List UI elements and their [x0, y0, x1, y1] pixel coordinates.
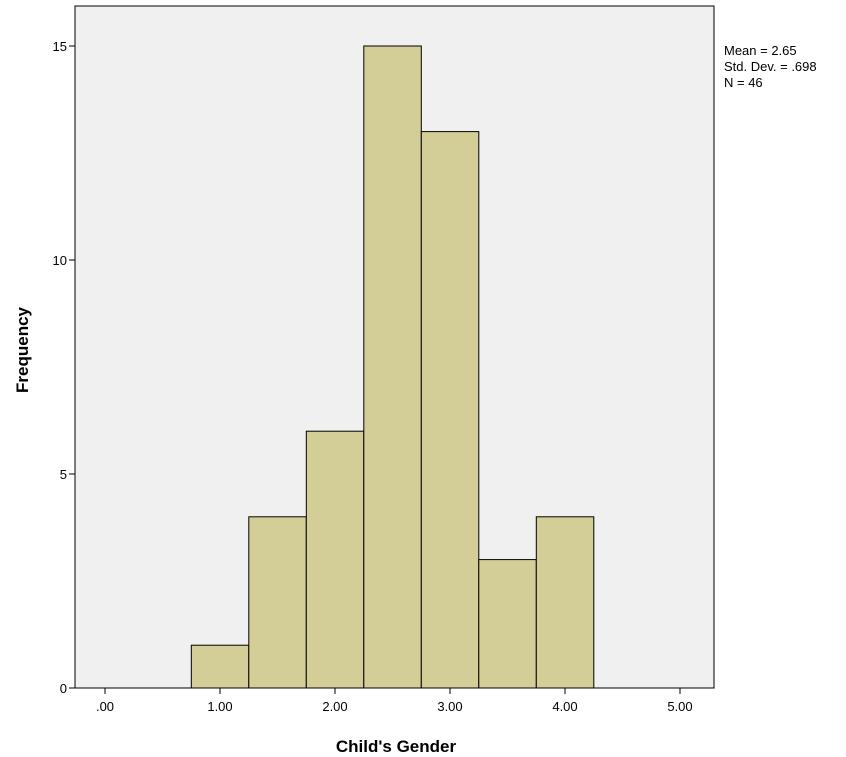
- x-axis-title: Child's Gender: [336, 737, 457, 756]
- histogram-bars: [190, 45, 595, 689]
- histogram-bar: [478, 559, 537, 689]
- x-tick-label: 1.00: [207, 699, 232, 714]
- stats-box: Mean = 2.65 Std. Dev. = .698 N = 46: [724, 43, 817, 90]
- x-tick-label: 5.00: [667, 699, 692, 714]
- histogram-bar: [535, 516, 595, 689]
- stats-n: N = 46: [724, 75, 763, 90]
- histogram-bar: [420, 131, 480, 689]
- x-tick-label: .00: [96, 699, 114, 714]
- y-axis-title: Frequency: [13, 306, 32, 393]
- y-tick-label: 0: [60, 681, 67, 696]
- y-tick-label: 10: [53, 253, 67, 268]
- histogram-bar: [248, 516, 307, 689]
- x-axis: .00 1.00 2.00 3.00 4.00 5.00: [96, 688, 693, 714]
- y-tick-label: 15: [53, 39, 67, 54]
- stats-std-dev: Std. Dev. = .698: [724, 59, 817, 74]
- stats-mean: Mean = 2.65: [724, 43, 797, 58]
- y-tick-label: 5: [60, 467, 67, 482]
- histogram-bar: [190, 644, 250, 689]
- x-tick-label: 3.00: [437, 699, 462, 714]
- x-tick-label: 4.00: [552, 699, 577, 714]
- histogram-bar: [363, 45, 422, 689]
- histogram-bar: [305, 430, 365, 689]
- y-axis: 0 5 10 15: [53, 39, 75, 696]
- x-tick-label: 2.00: [322, 699, 347, 714]
